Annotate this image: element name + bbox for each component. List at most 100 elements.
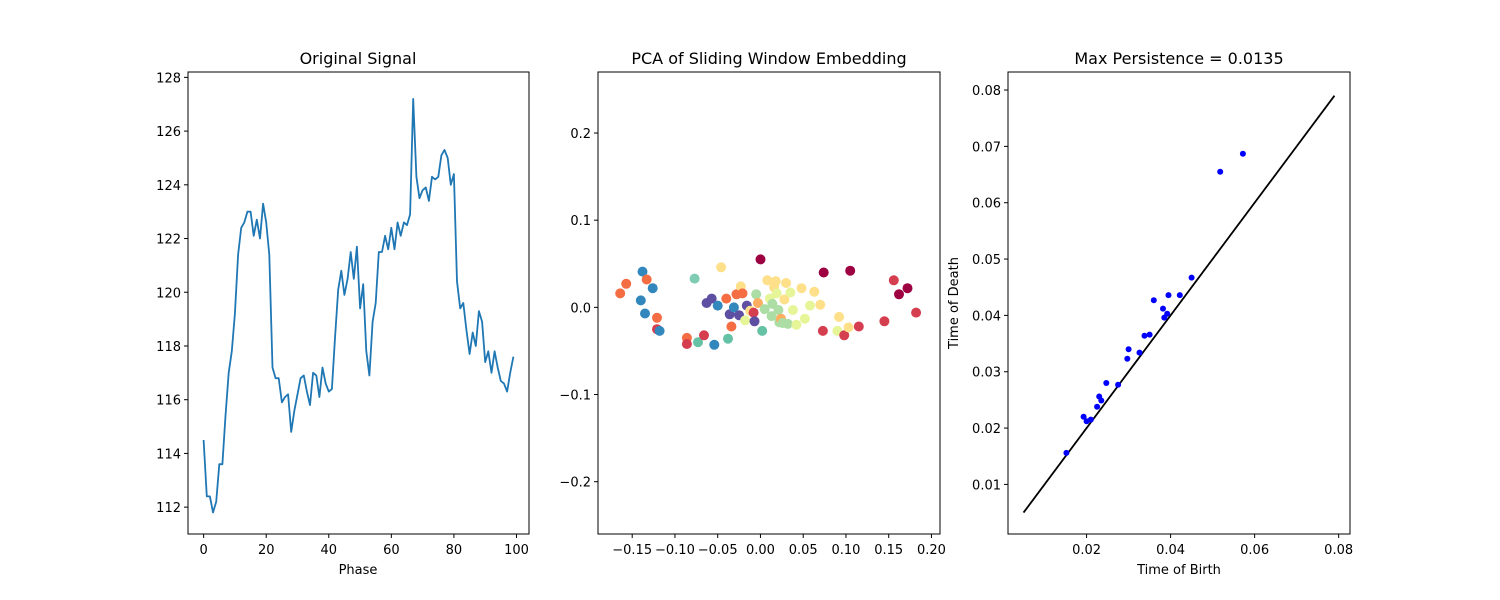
pca-point xyxy=(706,293,717,304)
x-tick-label: 0.06 xyxy=(1240,543,1269,558)
y-tick-label: 0.02 xyxy=(972,422,1001,437)
pca-point xyxy=(757,325,768,336)
persistence-marks xyxy=(1022,95,1336,514)
x-tick-label: −0.10 xyxy=(655,543,695,558)
pca-point xyxy=(787,305,798,315)
original-signal-plot: Original Signal 0 20 40 60 80 100 11211411611… xyxy=(156,49,530,578)
pca-point xyxy=(748,307,759,318)
pca-point xyxy=(726,321,737,332)
persistence-point xyxy=(1094,403,1101,410)
y-ticks: 112 114 116 118 120 122 124 126 128 xyxy=(156,71,188,516)
y-tick-label: 122 xyxy=(156,233,181,248)
persistence-point xyxy=(1141,332,1148,339)
y-tick-label: −0.1 xyxy=(559,389,591,404)
pca-point xyxy=(681,339,692,349)
plot-title-max-persistence: Max Persistence = 0.0135 xyxy=(1074,49,1283,68)
pca-point xyxy=(755,254,766,265)
y-ticks: 0.01 0.02 0.03 0.04 0.05 0.06 0.07 0.08 xyxy=(972,84,1008,493)
persistence-point xyxy=(1160,305,1166,312)
pca-point xyxy=(728,302,739,313)
y-tick-label: 0.03 xyxy=(972,366,1001,381)
x-tick-label: 0 xyxy=(200,543,208,558)
y-tick-label: 116 xyxy=(156,394,181,409)
pca-point xyxy=(845,265,856,276)
pca-point xyxy=(689,273,700,284)
y-tick-label: 0.2 xyxy=(570,127,591,142)
persistence-point xyxy=(1103,380,1110,386)
persistence-point xyxy=(1150,297,1157,304)
pca-point xyxy=(834,311,845,322)
x-ticks: −0.15 −0.10 −0.05 0.00 0.05 0.10 0.15 0.20 xyxy=(612,534,946,558)
pca-point xyxy=(751,289,762,300)
y-tick-label: 126 xyxy=(156,125,181,140)
pca-point xyxy=(818,267,829,278)
pca-point xyxy=(771,288,782,299)
original-signal-marks xyxy=(202,98,515,514)
y-tick-label: 0.05 xyxy=(972,253,1001,268)
pca-point xyxy=(839,330,850,341)
persistence-diagram: Max Persistence = 0.0135 0.02 0.04 0.06 0.0… xyxy=(947,49,1353,578)
y-tick-label: 0.04 xyxy=(972,309,1001,324)
pca-point xyxy=(652,312,662,323)
pca-point xyxy=(762,275,773,286)
y-axis-label-time-of-death: Time of Death xyxy=(947,257,962,350)
x-tick-label: 0.20 xyxy=(917,543,946,558)
persistence-point xyxy=(1124,355,1131,362)
pca-point xyxy=(716,262,727,273)
pca-point xyxy=(712,300,723,311)
pca-point xyxy=(888,275,899,286)
persistence-point xyxy=(1239,150,1246,157)
persistence-point xyxy=(1188,274,1195,281)
pca-point xyxy=(809,286,820,297)
x-tick-label: 0.08 xyxy=(1324,543,1353,558)
pca-point xyxy=(770,276,781,287)
pca-point xyxy=(815,299,826,310)
x-tick-label: 100 xyxy=(504,543,529,558)
persistence-point xyxy=(1165,292,1172,299)
pca-point xyxy=(654,325,665,336)
y-tick-label: 0.1 xyxy=(570,214,591,229)
pca-point xyxy=(796,283,807,294)
persistence-point xyxy=(1176,292,1183,299)
x-tick-label: 0.10 xyxy=(831,543,860,558)
y-tick-label: 118 xyxy=(156,340,181,355)
pca-point xyxy=(843,322,854,333)
y-tick-label: 0.0 xyxy=(570,301,591,316)
pca-point xyxy=(640,308,650,319)
pca-point xyxy=(894,289,904,300)
pca-point xyxy=(749,316,760,327)
signal-series-line xyxy=(202,98,515,514)
x-tick-label: 0.00 xyxy=(746,543,775,558)
pca-scatter-marks xyxy=(615,254,922,350)
persistence-point xyxy=(1136,349,1143,356)
pca-point xyxy=(641,274,652,285)
x-tick-label: −0.15 xyxy=(612,543,652,558)
diagonal-line xyxy=(1022,95,1336,514)
y-tick-label: 0.01 xyxy=(972,478,1001,493)
x-ticks: 0.02 0.04 0.06 0.08 xyxy=(1072,534,1353,558)
pca-point xyxy=(902,283,913,294)
pca-point xyxy=(759,304,770,315)
pca-point xyxy=(740,315,751,326)
pca-scatter-plot: PCA of Sliding Window Embedding −0.15 −0.… xyxy=(559,49,946,558)
pca-point xyxy=(737,288,748,299)
pca-point xyxy=(766,311,777,322)
y-tick-label: 0.06 xyxy=(972,197,1001,212)
y-tick-label: 124 xyxy=(156,179,181,194)
y-tick-label: 0.07 xyxy=(972,140,1001,155)
persistence-point xyxy=(1125,346,1132,353)
pca-point xyxy=(615,288,626,299)
pca-point xyxy=(853,321,864,332)
axes-frame xyxy=(1007,71,1351,535)
x-tick-label: 0.02 xyxy=(1072,543,1101,558)
pca-point xyxy=(799,313,810,324)
pca-point xyxy=(635,295,646,306)
pca-point xyxy=(817,325,828,336)
persistence-point xyxy=(1098,397,1105,404)
x-ticks: 0 20 40 60 80 100 xyxy=(200,534,529,558)
persistence-point xyxy=(1115,381,1122,388)
plot-title-original-signal: Original Signal xyxy=(300,49,417,68)
plot-title-pca: PCA of Sliding Window Embedding xyxy=(631,49,906,68)
pca-point xyxy=(621,278,632,289)
